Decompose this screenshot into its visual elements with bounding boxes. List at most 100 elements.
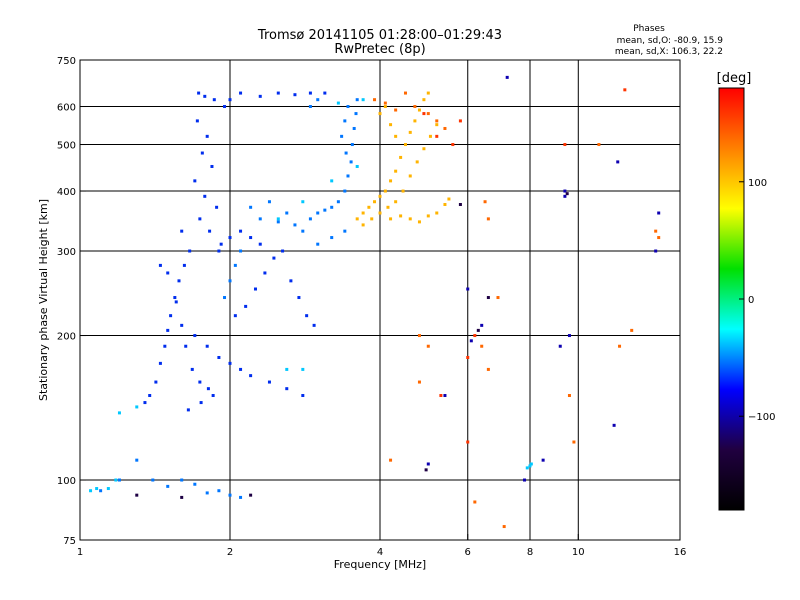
data-point [565,192,569,196]
data-point [205,344,209,348]
data-point [263,271,267,275]
data-point [267,200,271,204]
data-point [308,217,312,221]
data-point [173,296,177,300]
data-point [177,279,181,283]
data-point [233,263,237,267]
data-point [361,98,365,102]
data-point [473,334,477,338]
data-point [361,223,365,227]
data-point [308,91,312,95]
data-point [285,367,289,371]
data-point [330,205,334,209]
data-point [426,344,430,348]
data-point [217,249,221,253]
y-tick-label: 500 [57,141,76,152]
data-point [623,88,627,92]
y-axis-label: Stationary phase Virtual Height [km] [37,199,50,401]
chart-title: Tromsø 20141105 01:28:00–01:29:43 [257,28,502,43]
colorbar: 100 0 −100 [718,87,775,511]
data-point [563,194,567,198]
data-point [426,112,430,116]
data-point [399,155,403,159]
data-point [367,205,371,209]
data-point [383,101,387,105]
data-point [228,279,232,283]
data-point [443,126,447,130]
data-point [476,328,480,332]
data-point [316,242,320,246]
data-point [330,236,334,240]
data-point [228,361,232,365]
data-point [219,242,223,246]
data-point [426,91,430,95]
data-point [143,401,147,405]
data-point [301,200,305,204]
data-point [169,314,173,318]
data-point [344,151,348,155]
x-tick-label: 10 [572,547,585,558]
data-point [95,487,99,491]
data-point [203,194,207,198]
data-point [439,394,443,398]
data-point [276,220,280,224]
data-point [567,334,571,338]
y-tick-label: 200 [57,332,76,343]
data-point [350,143,354,147]
data-point [389,217,393,221]
data-point [417,108,421,112]
data-point [417,334,421,338]
data-point [525,466,529,470]
data-point [383,105,387,109]
data-point [389,123,393,127]
data-point [394,108,398,112]
data-point [502,525,506,529]
data-point [308,105,312,109]
data-point [195,119,199,123]
data-point [135,405,139,409]
data-point [228,98,232,102]
data-point [239,249,243,253]
data-point [193,334,197,338]
data-point [529,462,533,466]
data-point [354,112,358,116]
plot-area: 1 2 4 6 8 10 16 75 100 200 300 400 500 600 750 [57,56,686,558]
data-point [394,134,398,138]
data-point [657,236,661,240]
data-point [197,91,201,95]
data-point [336,101,340,105]
data-point [117,478,121,482]
data-point [180,323,184,327]
data-point [466,440,470,444]
y-tick-label: 75 [63,536,76,547]
data-point [458,119,462,123]
data-point [276,91,280,95]
stats-x-line: mean, sd,X: 106.3, 22.2 [615,47,723,57]
data-point [135,458,139,462]
data-point [496,296,500,300]
data-point [198,217,202,221]
data-point [355,164,359,168]
data-point [340,134,344,138]
data-point [305,314,309,318]
data-point [473,500,477,504]
data-point [486,296,490,300]
data-point [301,229,305,233]
data-point [352,126,356,130]
data-point [417,380,421,384]
data-point [343,119,347,123]
data-point [399,214,403,218]
data-point [180,229,184,233]
data-point [370,217,374,221]
data-point [528,464,532,468]
data-point [106,487,110,491]
data-point [567,394,571,398]
data-point [114,478,118,482]
data-point [435,123,439,127]
data-point [572,440,576,444]
data-point [386,205,390,209]
data-point [563,143,567,147]
data-point [373,98,377,102]
x-tick-label: 4 [377,547,383,558]
